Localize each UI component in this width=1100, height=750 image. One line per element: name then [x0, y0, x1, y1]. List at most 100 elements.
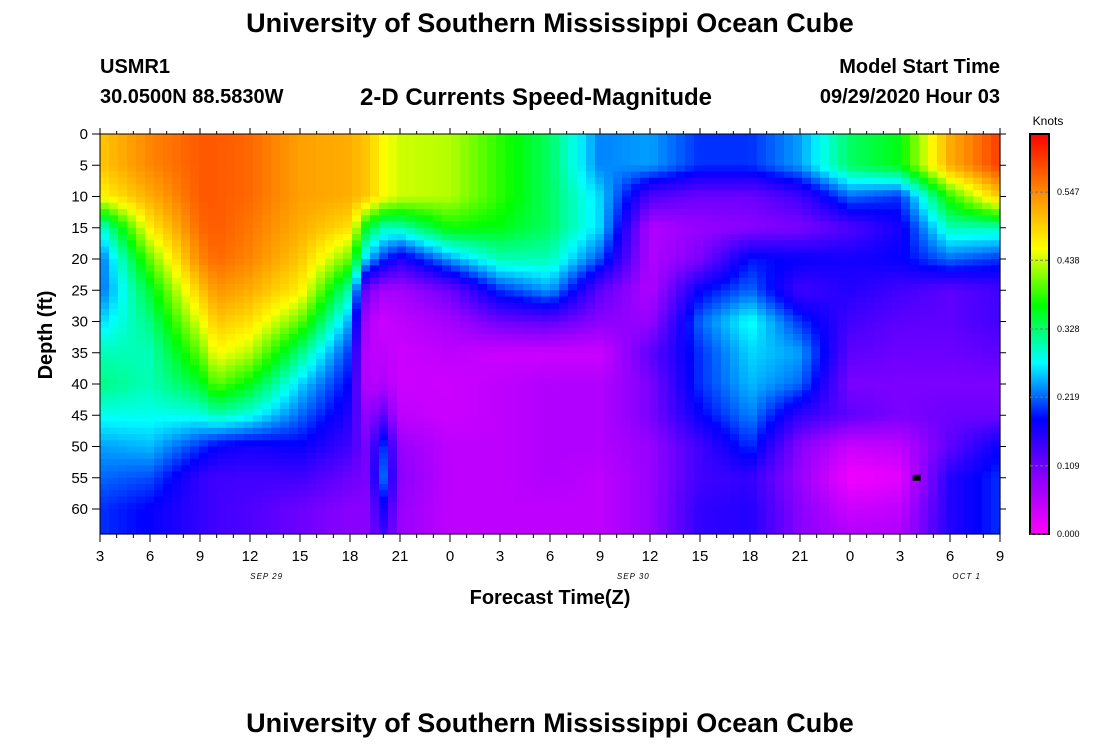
heatmap-cell: [712, 365, 722, 373]
heatmap-cell: [280, 440, 290, 448]
heatmap-cell: [892, 177, 902, 185]
heatmap-cell: [460, 377, 470, 385]
heatmap-cell: [334, 315, 344, 323]
heatmap-cell: [280, 196, 290, 204]
heatmap-cell: [775, 309, 785, 316]
heatmap-cell: [793, 271, 803, 279]
heatmap-cell: [613, 440, 623, 448]
heatmap-cell: [928, 371, 938, 379]
heatmap-cell: [757, 359, 767, 366]
heatmap-cell: [280, 321, 290, 329]
heatmap-cell: [910, 290, 920, 298]
heatmap-cell: [253, 240, 263, 248]
heatmap-cell: [505, 396, 515, 404]
heatmap-cell: [487, 284, 497, 291]
heatmap-cell: [478, 384, 488, 391]
heatmap-cell: [379, 134, 389, 141]
heatmap-cell: [973, 427, 983, 435]
heatmap-cell: [343, 284, 353, 291]
heatmap-cell: [586, 334, 596, 341]
heatmap-cell: [145, 159, 155, 166]
heatmap-cell: [505, 290, 515, 298]
heatmap-cell: [829, 171, 839, 179]
heatmap-cell: [145, 227, 155, 235]
heatmap-cell: [397, 296, 407, 304]
heatmap-cell: [523, 371, 533, 379]
heatmap-cell: [451, 377, 461, 385]
heatmap-cell: [487, 184, 497, 191]
heatmap-cell: [973, 421, 983, 429]
heatmap-cell: [478, 440, 488, 448]
heatmap-cell: [874, 321, 884, 329]
heatmap-cell: [820, 377, 830, 385]
heatmap-cell: [262, 327, 272, 335]
heatmap-cell: [325, 271, 335, 279]
heatmap-cell: [586, 290, 596, 298]
heatmap-cell: [937, 134, 947, 141]
heatmap-cell: [280, 302, 290, 310]
heatmap-cell: [424, 215, 434, 223]
heatmap-cell: [532, 296, 542, 304]
heatmap-cell: [865, 184, 875, 191]
heatmap-cell: [640, 415, 650, 423]
heatmap-cell: [730, 184, 740, 191]
heatmap-cell: [865, 221, 875, 229]
heatmap-cell: [883, 334, 893, 341]
heatmap-cell: [739, 171, 749, 179]
heatmap-cell: [604, 302, 614, 310]
heatmap-cell: [343, 177, 353, 185]
heatmap-cell: [406, 365, 416, 373]
heatmap-cell: [658, 296, 668, 304]
heatmap-cell: [865, 240, 875, 248]
heatmap-cell: [793, 334, 803, 341]
heatmap-cell: [442, 215, 452, 223]
heatmap-cell: [460, 371, 470, 379]
heatmap-cell: [649, 409, 659, 416]
heatmap-cell: [217, 259, 227, 266]
heatmap-cell: [136, 259, 146, 266]
heatmap-cell: [946, 321, 956, 329]
heatmap-cell: [118, 284, 128, 291]
heatmap-cell: [955, 196, 965, 204]
heatmap-cell: [982, 315, 992, 323]
heatmap-cell: [820, 340, 830, 348]
heatmap-cell: [433, 221, 443, 229]
heatmap-cell: [847, 327, 857, 335]
heatmap-cell: [721, 284, 731, 291]
heatmap-cell: [307, 202, 317, 210]
heatmap-cell: [829, 190, 839, 198]
heatmap-cell: [307, 234, 317, 241]
heatmap-cell: [271, 340, 281, 348]
heatmap-cell: [856, 240, 866, 248]
heatmap-cell: [676, 227, 686, 235]
heatmap-cell: [865, 427, 875, 435]
heatmap-cell: [550, 271, 560, 279]
heatmap-cell: [406, 334, 416, 341]
heatmap-cell: [775, 177, 785, 185]
heatmap-cell: [856, 215, 866, 223]
heatmap-cell: [406, 271, 416, 279]
heatmap-cell: [568, 421, 578, 429]
heatmap-cell: [865, 440, 875, 448]
heatmap-cell: [325, 152, 335, 160]
heatmap-cell: [793, 284, 803, 291]
heatmap-cell: [730, 171, 740, 179]
heatmap-cell: [559, 346, 569, 354]
heatmap-cell: [253, 177, 263, 185]
heatmap-cell: [631, 302, 641, 310]
heatmap-cell: [991, 159, 1001, 166]
heatmap-cell: [379, 221, 389, 229]
heatmap-cell: [109, 146, 119, 154]
heatmap-cell: [586, 190, 596, 198]
heatmap-cell: [217, 334, 227, 341]
heatmap-cell: [532, 346, 542, 354]
heatmap-cell: [784, 346, 794, 354]
heatmap-cell: [550, 315, 560, 323]
heatmap-cell: [865, 265, 875, 273]
heatmap-cell: [307, 252, 317, 260]
heatmap-cell: [991, 427, 1001, 435]
heatmap-cell: [991, 334, 1001, 341]
heatmap-cell: [568, 390, 578, 398]
heatmap-cell: [316, 352, 326, 360]
heatmap-cell: [136, 240, 146, 248]
